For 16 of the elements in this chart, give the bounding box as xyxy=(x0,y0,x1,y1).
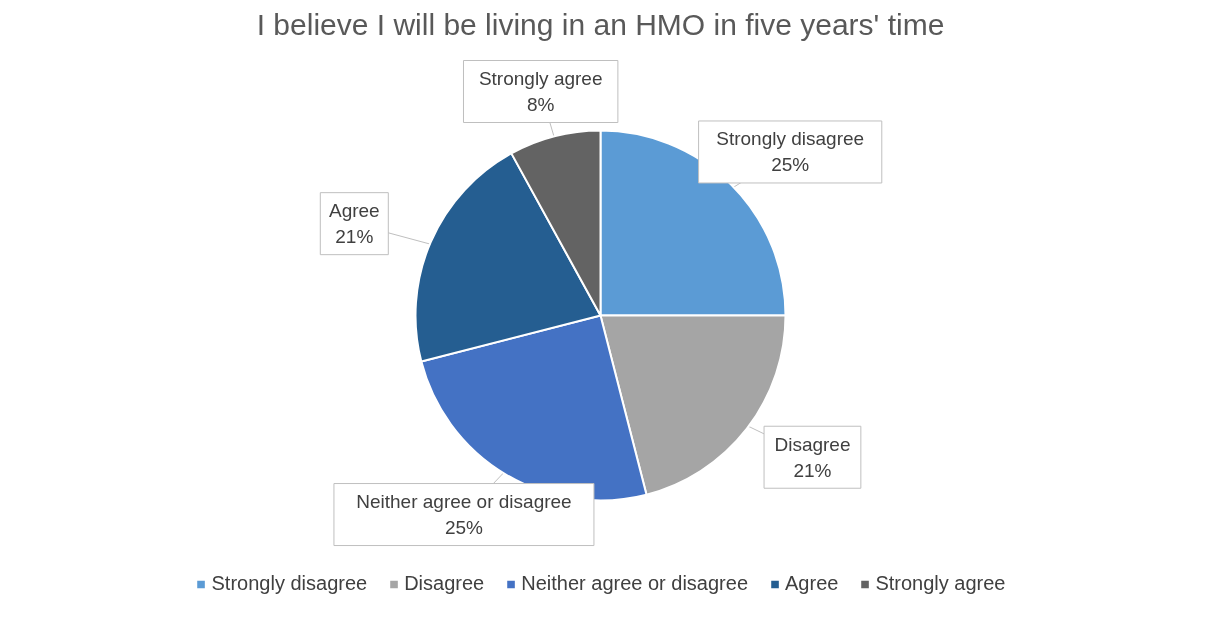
legend-label: Strongly agree xyxy=(875,572,1006,595)
slice-label: Strongly disagree xyxy=(716,128,865,150)
slice-label: Strongly agree xyxy=(478,68,603,90)
data-label: 21% xyxy=(793,459,832,481)
legend-label: Agree xyxy=(785,572,839,595)
slice-label: Neither agree or disagree xyxy=(356,491,572,513)
slice-label: Agree xyxy=(328,200,380,222)
legend-label: Strongly disagree xyxy=(211,572,368,595)
legend-label: Disagree xyxy=(404,572,485,595)
slice-label: Disagree xyxy=(774,433,851,455)
data-label: 25% xyxy=(444,517,484,539)
data-label: 21% xyxy=(335,226,374,248)
legend-label: Neither agree or disagree xyxy=(521,572,749,595)
data-label: 25% xyxy=(771,154,810,176)
chart-title: I believe I will be living in an HMO in five years' time xyxy=(256,7,945,41)
data-label: 8% xyxy=(526,94,555,116)
